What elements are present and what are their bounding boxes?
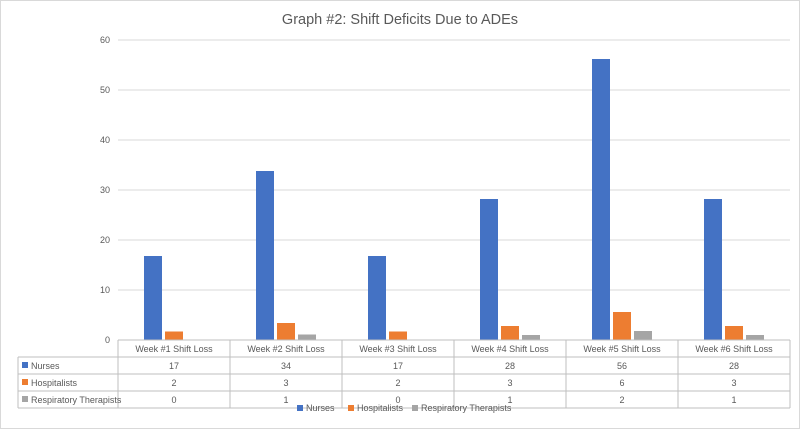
category-label: Week #2 Shift Loss bbox=[247, 344, 325, 354]
table-cell: 17 bbox=[393, 361, 403, 371]
y-tick-label: 10 bbox=[100, 285, 110, 295]
bar-hospitalists bbox=[725, 326, 743, 340]
y-tick-label: 50 bbox=[100, 85, 110, 95]
table-cell: 34 bbox=[281, 361, 291, 371]
table-legend-key bbox=[22, 379, 28, 385]
bars bbox=[144, 59, 764, 340]
bar-nurses bbox=[144, 256, 162, 340]
data-table: Week #1 Shift Loss Week #2 Shift Loss Week… bbox=[17, 339, 791, 409]
gridlines bbox=[118, 39, 790, 291]
bar-nurses bbox=[592, 59, 610, 340]
table-cell: 0 bbox=[395, 395, 400, 405]
y-tick-label: 60 bbox=[100, 35, 110, 45]
legend-label: Respiratory Therapists bbox=[421, 403, 512, 413]
chart-title: Graph #2: Shift Deficits Due to ADEs bbox=[282, 12, 518, 28]
table-cell: 1 bbox=[731, 395, 736, 405]
table-cell: 56 bbox=[617, 361, 627, 371]
bar-respiratory-therapists bbox=[522, 335, 540, 340]
bar-nurses bbox=[704, 199, 722, 340]
table-series-label: Nurses bbox=[31, 361, 60, 371]
table-cell: 2 bbox=[171, 378, 176, 388]
legend-key-respiratory-therapists bbox=[412, 405, 418, 411]
table-cell: 3 bbox=[507, 378, 512, 388]
bar-nurses bbox=[480, 199, 498, 340]
table-cell: 2 bbox=[619, 395, 624, 405]
category-label: Week #6 Shift Loss bbox=[695, 344, 773, 354]
table-cell: 1 bbox=[283, 395, 288, 405]
table-cell: 3 bbox=[731, 378, 736, 388]
table-cell: 0 bbox=[171, 395, 176, 405]
table-cell: 17 bbox=[169, 361, 179, 371]
table-legend-key bbox=[22, 362, 28, 368]
bar-nurses bbox=[368, 256, 386, 340]
bar-hospitalists bbox=[389, 331, 407, 340]
bar-hospitalists bbox=[501, 326, 519, 340]
category-label: Week #3 Shift Loss bbox=[359, 344, 437, 354]
table-cell: 2 bbox=[395, 378, 400, 388]
table-series-label: Hospitalists bbox=[31, 378, 78, 388]
y-axis-ticks: 0 10 20 30 40 50 60 bbox=[100, 35, 110, 345]
table-cell: 28 bbox=[505, 361, 515, 371]
y-tick-label: 30 bbox=[100, 185, 110, 195]
bar-respiratory-therapists bbox=[746, 335, 764, 340]
legend: Nurses Hospitalists Respiratory Therapists bbox=[297, 403, 512, 413]
bar-respiratory-therapists bbox=[634, 331, 652, 340]
table-series-label: Respiratory Therapists bbox=[31, 395, 122, 405]
legend-key-hospitalists bbox=[348, 405, 354, 411]
table-cell: 1 bbox=[507, 395, 512, 405]
y-tick-label: 40 bbox=[100, 135, 110, 145]
table-cell: 6 bbox=[619, 378, 624, 388]
category-label: Week #5 Shift Loss bbox=[583, 344, 661, 354]
y-tick-label: 20 bbox=[100, 235, 110, 245]
bar-nurses bbox=[256, 171, 274, 340]
bar-hospitalists bbox=[165, 331, 183, 340]
table-cell: 28 bbox=[729, 361, 739, 371]
bar-hospitalists bbox=[613, 312, 631, 340]
table-legend-key bbox=[22, 396, 28, 402]
y-tick-label: 0 bbox=[105, 335, 110, 345]
legend-label: Nurses bbox=[306, 403, 335, 413]
bar-hospitalists bbox=[277, 323, 295, 340]
legend-key-nurses bbox=[297, 405, 303, 411]
table-cell: 3 bbox=[283, 378, 288, 388]
category-label: Week #4 Shift Loss bbox=[471, 344, 549, 354]
bar-respiratory-therapists bbox=[298, 334, 316, 340]
legend-label: Hospitalists bbox=[357, 403, 404, 413]
category-label: Week #1 Shift Loss bbox=[135, 344, 213, 354]
